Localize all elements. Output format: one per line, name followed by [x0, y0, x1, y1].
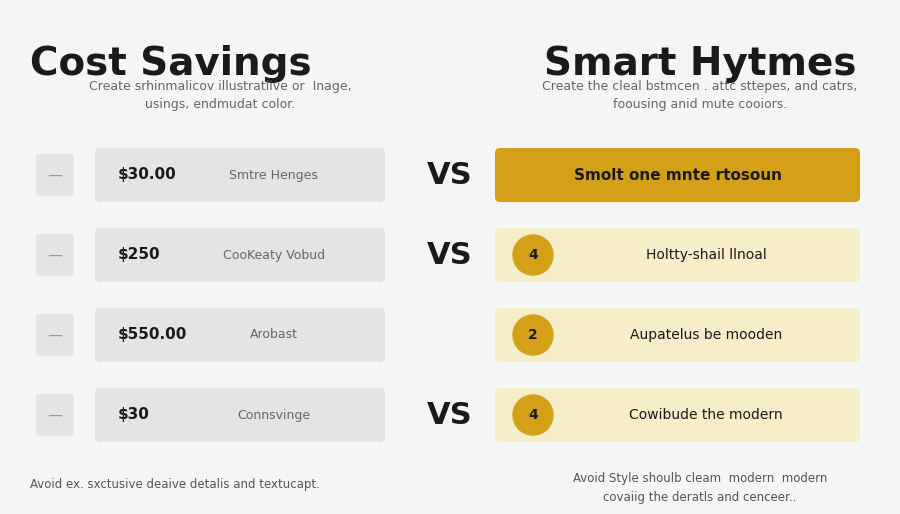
Text: Aupatelus be mooden: Aupatelus be mooden — [630, 328, 782, 342]
Text: Smtre Henges: Smtre Henges — [230, 169, 318, 181]
Circle shape — [513, 395, 553, 435]
Text: $550.00: $550.00 — [118, 327, 187, 342]
Text: $30: $30 — [118, 408, 150, 423]
FancyBboxPatch shape — [495, 228, 860, 282]
Circle shape — [513, 315, 553, 355]
Text: Arobast: Arobast — [249, 328, 298, 341]
Text: Holtty-shail llnoal: Holtty-shail llnoal — [645, 248, 766, 262]
Text: Connsvinge: Connsvinge — [237, 409, 310, 421]
Text: Avoid Style shoulb cleam  modern  modern
covaiig the deratls and cenceer..: Avoid Style shoulb cleam modern modern c… — [572, 472, 827, 504]
Text: Avoid ex. sxctusive deaive detalis and textucapt.: Avoid ex. sxctusive deaive detalis and t… — [30, 478, 319, 491]
Text: Create srhinmalicov illustratlive or  Inage,
usings, endmudat color.: Create srhinmalicov illustratlive or Ina… — [89, 80, 351, 111]
Text: —: — — [48, 327, 63, 342]
FancyBboxPatch shape — [495, 308, 860, 362]
FancyBboxPatch shape — [36, 394, 74, 436]
FancyBboxPatch shape — [36, 234, 74, 276]
Text: Create the cleal bstmcen . attc sttepes, and catrs,
foousing anid mute cooiors.: Create the cleal bstmcen . attc sttepes,… — [543, 80, 858, 111]
Text: $30.00: $30.00 — [118, 168, 176, 182]
FancyBboxPatch shape — [495, 388, 860, 442]
Text: 4: 4 — [528, 408, 538, 422]
Circle shape — [513, 235, 553, 275]
Text: Smolt one mnte rtosoun: Smolt one mnte rtosoun — [573, 168, 781, 182]
Text: VS: VS — [428, 400, 473, 430]
FancyBboxPatch shape — [495, 148, 860, 202]
Text: Cost Savings: Cost Savings — [30, 45, 311, 83]
Text: 4: 4 — [528, 248, 538, 262]
FancyBboxPatch shape — [95, 308, 385, 362]
FancyBboxPatch shape — [95, 388, 385, 442]
Text: —: — — [48, 168, 63, 182]
Text: Cowibude the modern: Cowibude the modern — [629, 408, 783, 422]
Text: CooKeaty Vobud: CooKeaty Vobud — [222, 248, 325, 262]
Text: 2: 2 — [528, 328, 538, 342]
Text: —: — — [48, 248, 63, 263]
FancyBboxPatch shape — [36, 314, 74, 356]
Text: $250: $250 — [118, 248, 160, 263]
FancyBboxPatch shape — [95, 148, 385, 202]
FancyBboxPatch shape — [36, 154, 74, 196]
Text: Smart Hytmes: Smart Hytmes — [544, 45, 856, 83]
Text: VS: VS — [428, 160, 473, 190]
Text: —: — — [48, 408, 63, 423]
FancyBboxPatch shape — [95, 228, 385, 282]
Text: VS: VS — [428, 241, 473, 269]
